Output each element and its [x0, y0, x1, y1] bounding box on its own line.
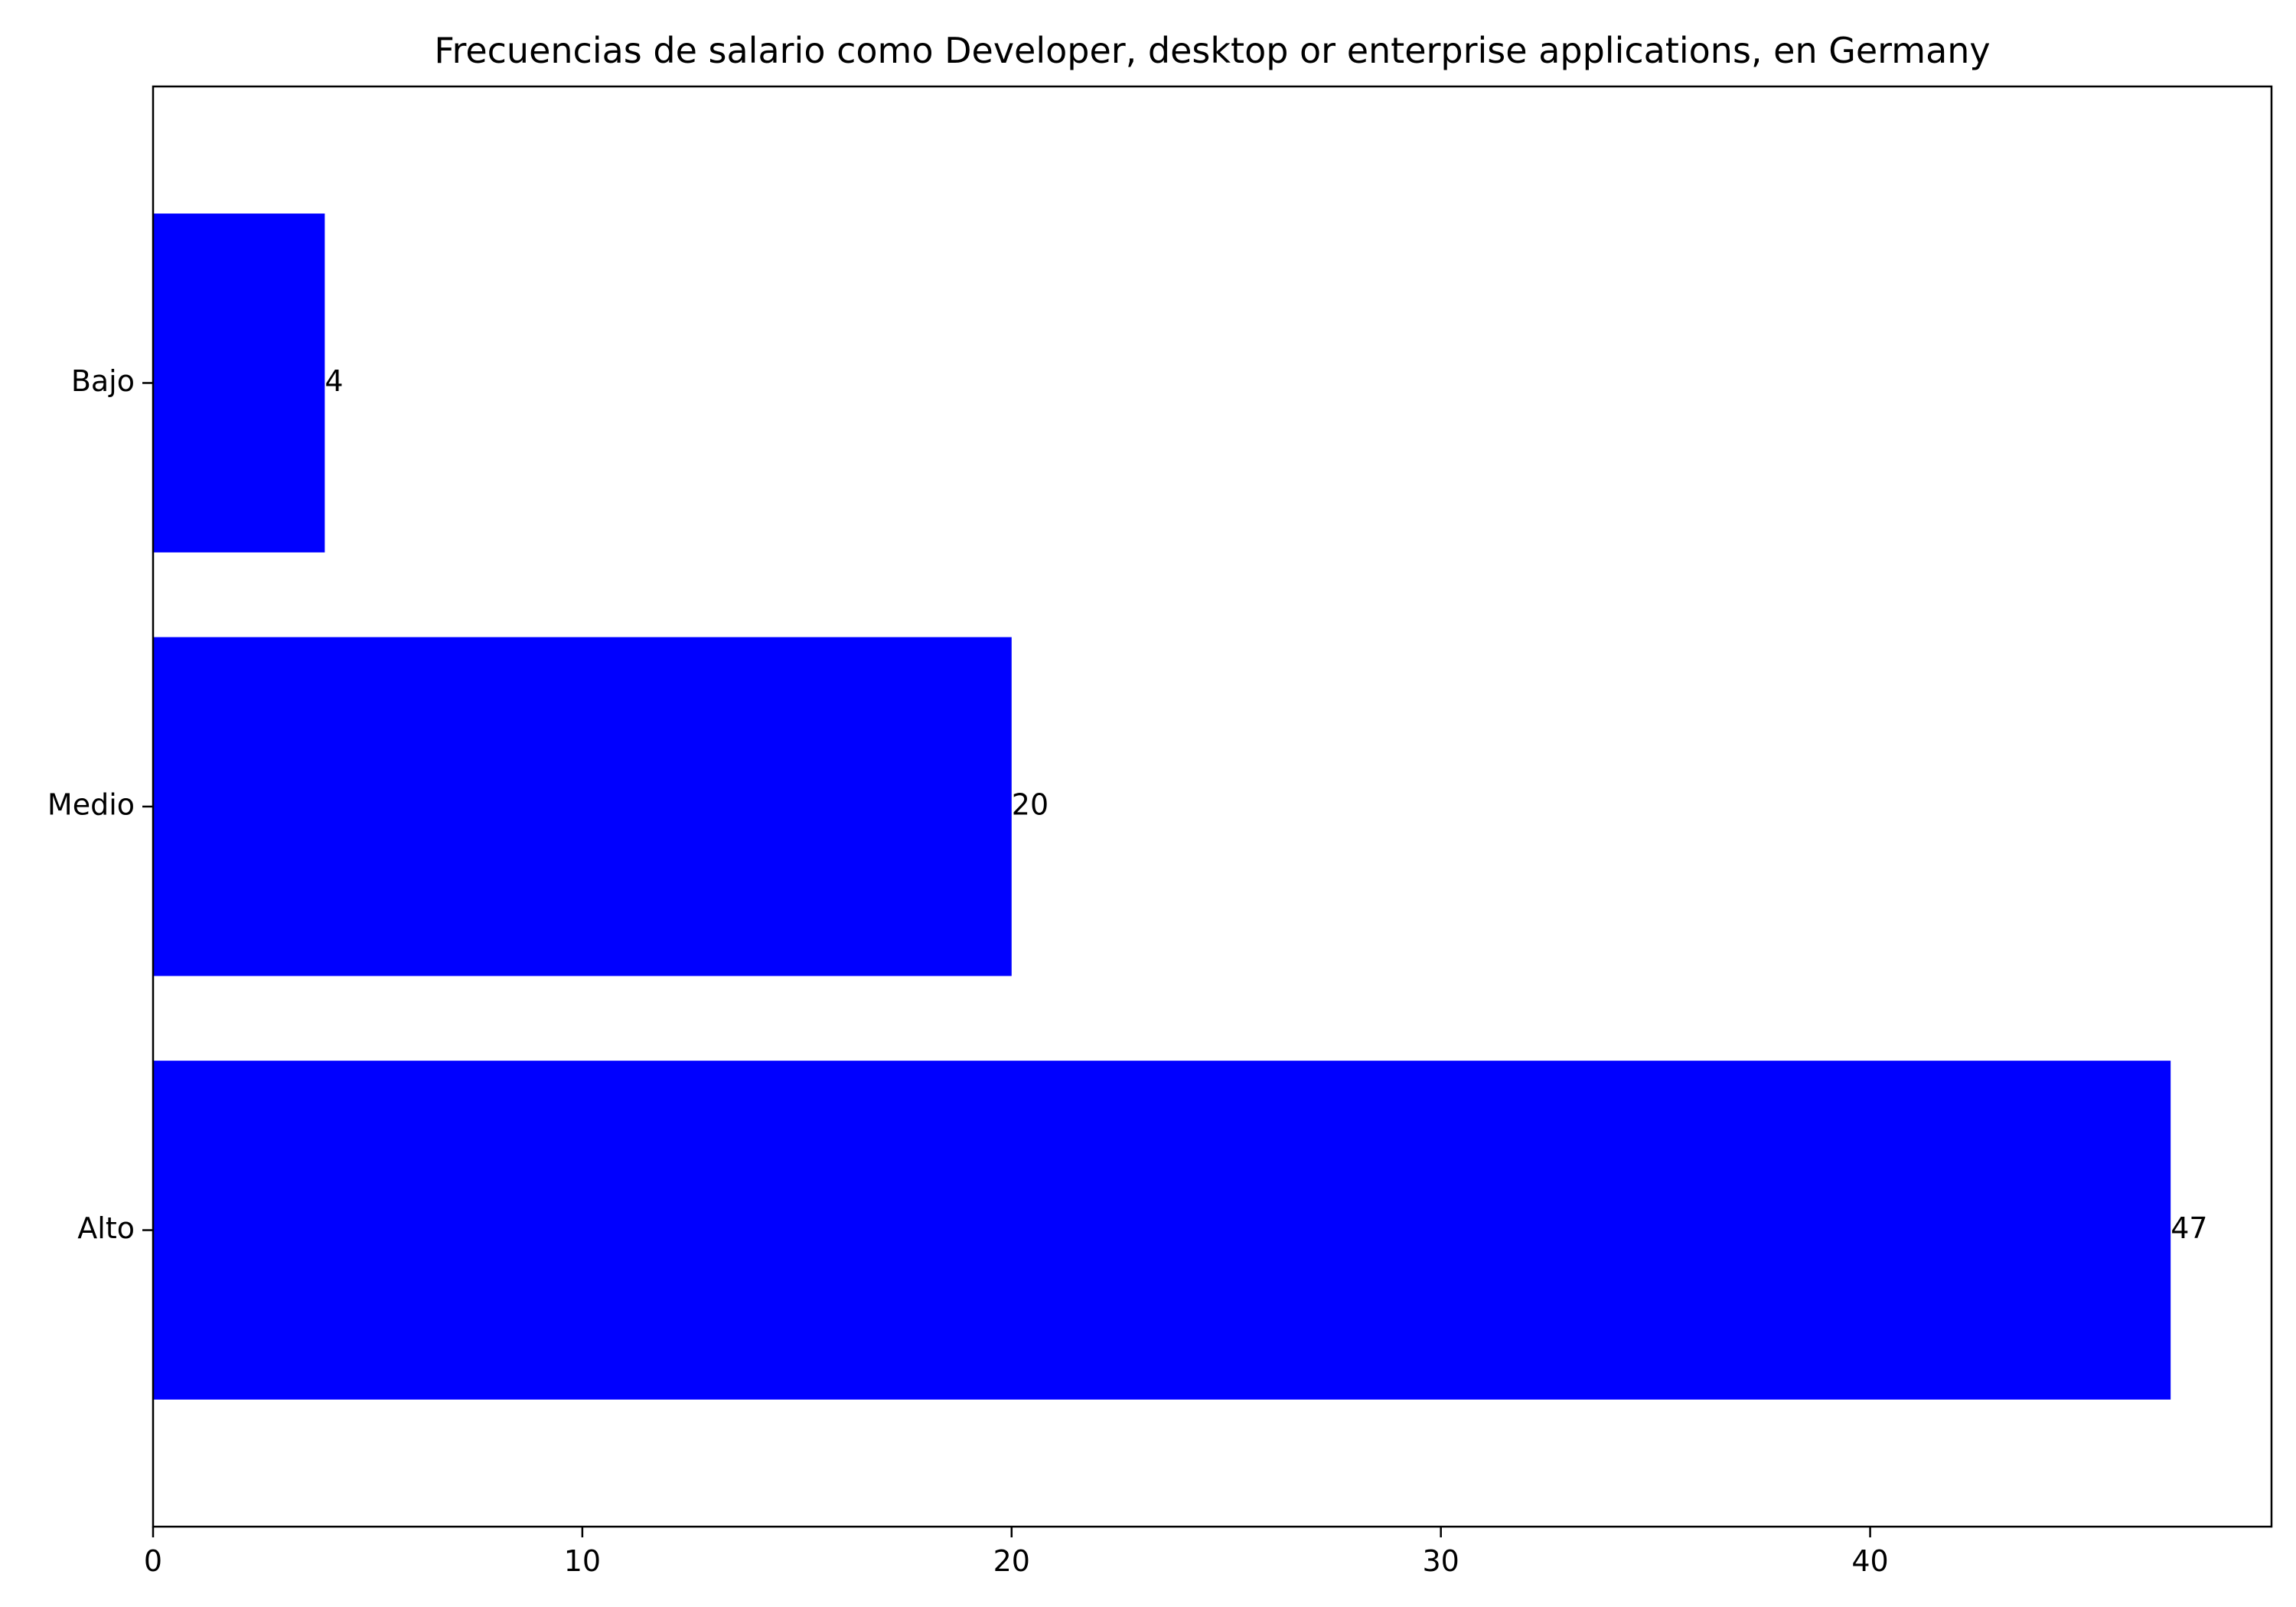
x-tick-label: 10 [564, 1544, 601, 1578]
chart-title: Frecuencias de salario como Developer, d… [434, 30, 1990, 71]
data-label-medio: 20 [1012, 788, 1049, 822]
bars-group [153, 214, 2171, 1400]
bar-alto [153, 1061, 2171, 1400]
data-label-alto: 47 [2170, 1211, 2207, 1245]
bar-bajo [153, 214, 325, 553]
bar-medio [153, 637, 1012, 976]
x-tick-label: 0 [144, 1544, 162, 1578]
x-tick-label: 30 [1422, 1544, 1459, 1578]
x-tick-label: 20 [993, 1544, 1030, 1578]
x-tick-label: 40 [1851, 1544, 1888, 1578]
x-axis: 0 10 20 30 40 [144, 1527, 1889, 1578]
plot-frame [152, 85, 2273, 1528]
y-tick-label: Bajo [71, 364, 135, 398]
y-tick-label: Alto [77, 1211, 135, 1245]
data-labels-group: 4 20 47 [325, 364, 2207, 1245]
y-tick-label: Medio [47, 788, 135, 822]
data-label-bajo: 4 [325, 364, 343, 398]
y-axis: Bajo Medio Alto [47, 364, 153, 1245]
